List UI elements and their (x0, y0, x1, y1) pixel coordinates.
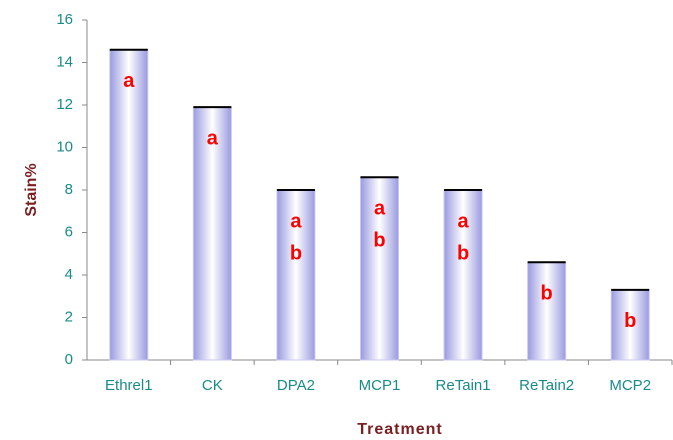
bar (109, 49, 149, 361)
significance-letter: b (457, 242, 469, 264)
y-tick-label: 2 (65, 308, 73, 325)
y-tick-label: 6 (65, 223, 73, 240)
bar (276, 189, 316, 361)
x-axis-title: Treatment (357, 421, 442, 438)
x-tick-label: MCP1 (359, 377, 401, 394)
significance-letter: a (374, 198, 386, 220)
y-axis-title: Stain% (23, 163, 40, 216)
y-tick-label: 14 (56, 53, 73, 70)
significance-letter: a (290, 210, 302, 232)
bar (443, 189, 483, 361)
significance-letter: b (541, 283, 553, 305)
y-tick-label: 8 (65, 181, 73, 198)
significance-letter: b (290, 242, 302, 264)
bar (527, 261, 567, 361)
significance-letter: b (373, 230, 385, 252)
x-tick-label: CK (202, 377, 223, 394)
significance-letter: b (624, 310, 636, 332)
y-tick-label: 0 (65, 351, 73, 368)
x-tick-label: ReTain2 (519, 377, 574, 394)
y-tick-label: 12 (56, 96, 73, 113)
bar (192, 106, 232, 361)
y-tick-label: 10 (56, 138, 73, 155)
significance-letter: a (458, 210, 470, 232)
y-tick-label: 16 (56, 11, 73, 28)
x-tick-label: DPA2 (277, 377, 315, 394)
significance-letter: a (123, 70, 135, 92)
x-tick-label: MCP2 (609, 377, 651, 394)
significance-letter: a (207, 127, 219, 149)
x-tick-label: Ethrel1 (105, 377, 153, 394)
y-tick-label: 4 (65, 266, 73, 283)
x-tick-label: ReTain1 (436, 377, 491, 394)
